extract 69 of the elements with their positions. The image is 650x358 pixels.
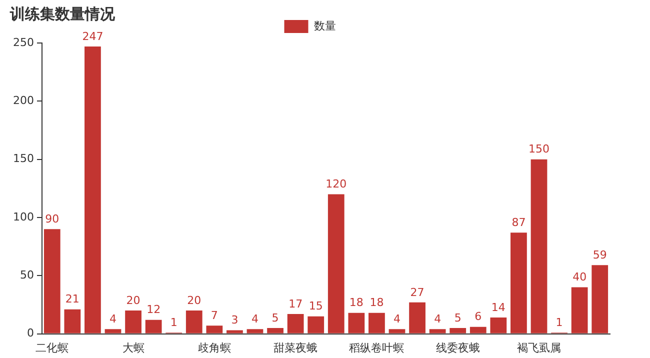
- data-label: 3: [231, 314, 238, 327]
- bar: [44, 229, 60, 334]
- x-tick-label: 线委夜蛾: [436, 341, 480, 354]
- data-label: 1: [170, 316, 178, 329]
- data-label: 1: [556, 316, 563, 329]
- bar: [186, 310, 202, 334]
- data-label: 5: [272, 311, 279, 324]
- bar: [450, 328, 466, 334]
- bar: [409, 302, 426, 334]
- data-label: 59: [592, 248, 607, 262]
- bar: [592, 265, 608, 334]
- data-label: 6: [474, 310, 482, 324]
- bar: [368, 312, 385, 334]
- data-label: 15: [308, 300, 323, 313]
- x-tick-label: 歧角螟: [198, 341, 231, 354]
- data-label: 90: [45, 212, 60, 226]
- data-label: 4: [251, 312, 258, 326]
- bar: [510, 232, 527, 334]
- x-tick-label: 稻纵卷叶螟: [349, 341, 404, 354]
- x-tick-label: 二化螟: [36, 341, 69, 354]
- bar: [64, 309, 81, 334]
- data-label: 27: [410, 286, 424, 299]
- bar: [287, 314, 304, 334]
- legend-label: 数量: [314, 19, 336, 32]
- data-label: 120: [326, 178, 347, 191]
- data-label: 150: [528, 142, 550, 156]
- data-label: 40: [572, 270, 587, 284]
- bar: [530, 159, 548, 334]
- bar: [308, 316, 324, 334]
- y-tick-label: 50: [20, 268, 34, 282]
- data-label: 18: [370, 296, 384, 310]
- y-tick-label: 250: [12, 36, 34, 49]
- data-label: 247: [82, 30, 104, 43]
- data-label: 12: [146, 303, 161, 316]
- bar: [84, 46, 101, 334]
- y-tick-label: 100: [12, 210, 34, 224]
- x-tick-label: 甜菜夜蛾: [274, 341, 318, 354]
- x-tick-label: 褐飞虱属: [517, 341, 561, 354]
- bar: [104, 329, 122, 334]
- bar: [571, 287, 588, 334]
- data-label: 4: [434, 312, 442, 326]
- bar: [490, 318, 507, 334]
- bar: [388, 329, 406, 334]
- bar: [145, 320, 162, 334]
- data-label: 17: [288, 297, 303, 310]
- data-label: 20: [126, 294, 140, 307]
- bar: [470, 326, 486, 334]
- y-tick-label: 200: [12, 94, 34, 108]
- bar: [206, 326, 223, 334]
- y-tick-label: 0: [26, 326, 34, 340]
- data-label: 18: [349, 296, 364, 310]
- bar: [328, 194, 344, 334]
- y-tick-label: 150: [12, 152, 34, 166]
- bar: [246, 329, 264, 334]
- bar: [226, 330, 243, 334]
- data-label: 5: [454, 311, 462, 324]
- data-label: 4: [394, 312, 400, 326]
- bar: [348, 312, 365, 334]
- data-label: 21: [65, 292, 80, 306]
- bar: [429, 329, 446, 334]
- data-label: 4: [109, 312, 116, 326]
- data-label: 7: [210, 309, 218, 322]
- data-label: 20: [187, 294, 202, 307]
- data-label: 87: [512, 216, 526, 229]
- chart-title: 训练集数量情况: [9, 4, 116, 23]
- bar: [125, 310, 142, 334]
- data-label: 14: [491, 300, 506, 314]
- x-tick-label: 大螟: [122, 341, 144, 354]
- bar: [267, 328, 284, 334]
